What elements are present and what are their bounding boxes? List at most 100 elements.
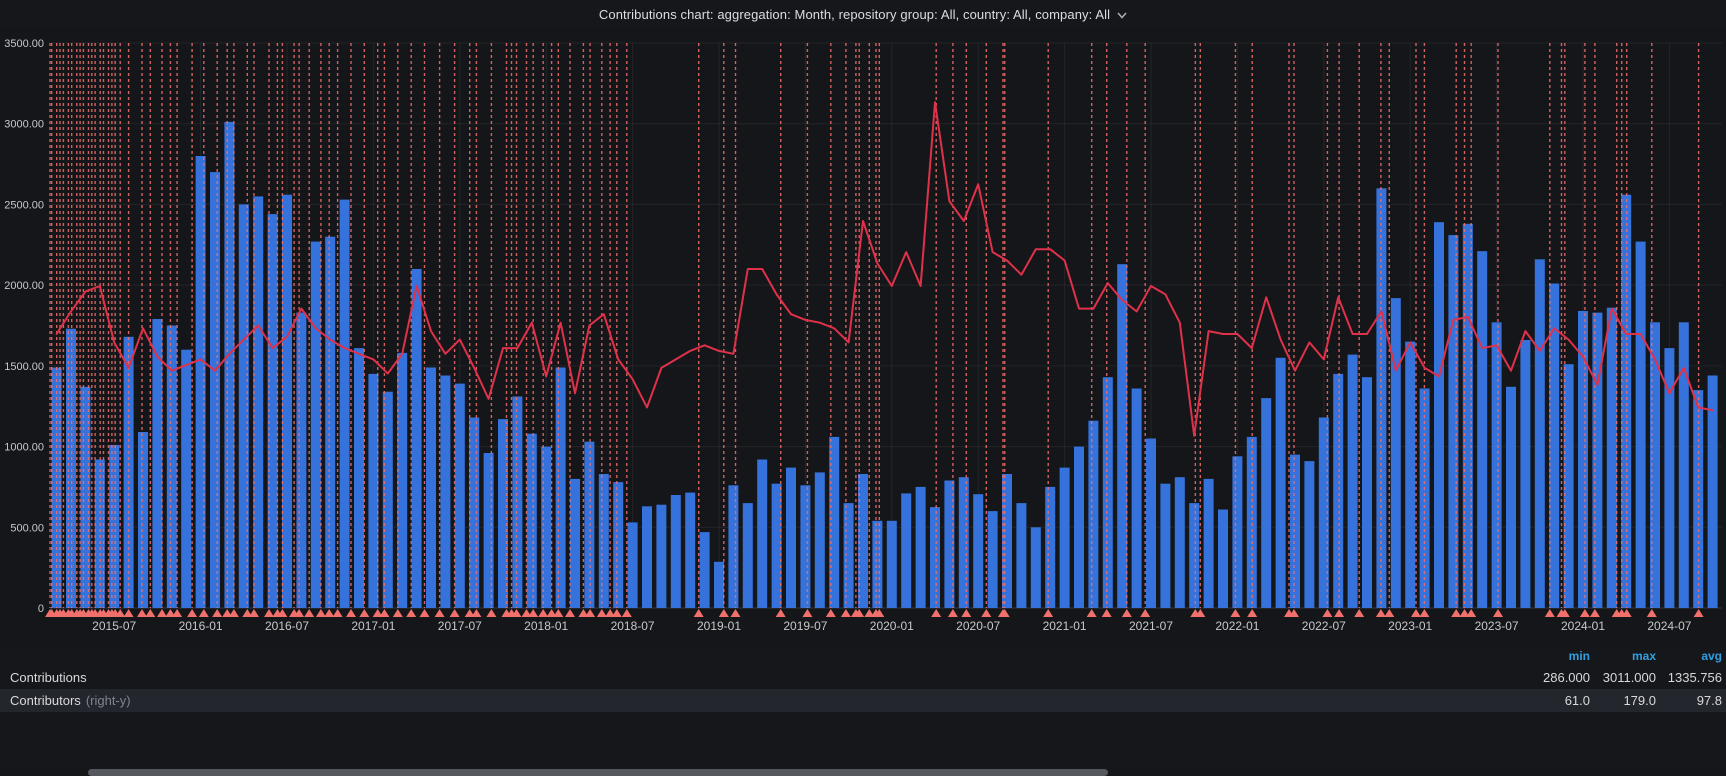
- contribution-bar[interactable]: [1664, 348, 1675, 608]
- panel-title[interactable]: Contributions chart: aggregation: Month,…: [598, 6, 1111, 22]
- annotation-marker-icon[interactable]: [1451, 609, 1462, 617]
- annotation-marker-icon[interactable]: [1693, 609, 1704, 617]
- contribution-bar[interactable]: [1318, 417, 1329, 609]
- contribution-bar[interactable]: [1232, 456, 1243, 608]
- contribution-bar[interactable]: [973, 494, 984, 608]
- annotation-marker-icon[interactable]: [693, 609, 704, 617]
- annotation-marker-icon[interactable]: [212, 609, 223, 617]
- contribution-bar[interactable]: [930, 507, 940, 608]
- contribution-bar[interactable]: [742, 503, 753, 608]
- contribution-bar[interactable]: [152, 319, 163, 608]
- annotation-marker-icon[interactable]: [718, 609, 729, 617]
- annotation-marker-icon[interactable]: [730, 609, 741, 617]
- contribution-bar[interactable]: [1506, 386, 1516, 608]
- annotation-marker-icon[interactable]: [249, 609, 259, 617]
- contribution-bar[interactable]: [829, 436, 840, 608]
- contribution-bar[interactable]: [1189, 503, 1200, 608]
- contribution-bar[interactable]: [166, 325, 177, 609]
- annotation-marker-icon[interactable]: [294, 609, 305, 617]
- contribution-bar[interactable]: [1030, 527, 1041, 608]
- contribution-bar[interactable]: [512, 396, 523, 609]
- annotation-marker-icon[interactable]: [264, 609, 274, 617]
- legend-sort-avg[interactable]: avg: [1701, 649, 1722, 663]
- annotation-marker-icon[interactable]: [242, 609, 253, 617]
- contribution-bar[interactable]: [901, 493, 912, 608]
- legend-sort-max[interactable]: max: [1631, 649, 1656, 663]
- contribution-bar[interactable]: [181, 349, 192, 608]
- annotation-marker-icon[interactable]: [115, 609, 126, 617]
- annotation-marker-icon[interactable]: [315, 609, 326, 617]
- annotation-marker-icon[interactable]: [864, 609, 875, 617]
- contribution-bar[interactable]: [1290, 454, 1300, 608]
- annotation-marker-icon[interactable]: [1466, 609, 1477, 617]
- annotation-marker-icon[interactable]: [1354, 609, 1365, 617]
- contribution-bar[interactable]: [1462, 223, 1473, 609]
- contribution-bar[interactable]: [1578, 311, 1588, 608]
- contribution-bar[interactable]: [1390, 298, 1401, 608]
- contribution-bar[interactable]: [1434, 222, 1444, 608]
- contribution-bar[interactable]: [282, 194, 292, 608]
- annotation-marker-icon[interactable]: [172, 609, 183, 617]
- annotation-marker-icon[interactable]: [123, 609, 134, 617]
- contribution-bar[interactable]: [958, 477, 969, 608]
- contribution-bar[interactable]: [1534, 259, 1545, 608]
- annotation-marker-icon[interactable]: [1579, 609, 1590, 617]
- annotation-marker-icon[interactable]: [157, 609, 167, 617]
- annotation-marker-icon[interactable]: [434, 609, 445, 617]
- contribution-bar[interactable]: [368, 373, 379, 608]
- contribution-bar[interactable]: [66, 328, 76, 608]
- contribution-bar[interactable]: [1549, 283, 1560, 609]
- contribution-bar[interactable]: [555, 367, 566, 609]
- contribution-bar[interactable]: [771, 483, 782, 608]
- annotation-marker-icon[interactable]: [511, 609, 522, 617]
- annotation-marker-icon[interactable]: [528, 609, 539, 617]
- contribution-bar[interactable]: [656, 504, 667, 608]
- contribution-bar[interactable]: [1304, 461, 1315, 608]
- annotation-marker-icon[interactable]: [392, 609, 403, 617]
- annotation-marker-icon[interactable]: [854, 609, 865, 617]
- annotation-marker-icon[interactable]: [187, 609, 198, 617]
- contribution-bar[interactable]: [642, 506, 652, 608]
- contribution-bar[interactable]: [210, 172, 220, 608]
- annotation-marker-icon[interactable]: [802, 609, 813, 617]
- annotation-marker-icon[interactable]: [137, 609, 147, 617]
- contribution-bar[interactable]: [253, 196, 264, 608]
- annotation-marker-icon[interactable]: [1544, 609, 1555, 617]
- contribution-bar[interactable]: [1174, 477, 1185, 608]
- annotation-marker-icon[interactable]: [1411, 609, 1421, 617]
- contribution-bar[interactable]: [94, 459, 105, 609]
- contribution-bar[interactable]: [267, 214, 278, 608]
- annotation-marker-icon[interactable]: [406, 609, 417, 617]
- contribution-bar[interactable]: [1635, 241, 1646, 608]
- contribution-bar[interactable]: [1477, 251, 1488, 608]
- annotation-marker-icon[interactable]: [999, 609, 1010, 617]
- contribution-bar[interactable]: [1146, 438, 1156, 609]
- annotation-marker-icon[interactable]: [1559, 609, 1570, 617]
- annotation-marker-icon[interactable]: [947, 609, 958, 617]
- legend-sort-min[interactable]: min: [1568, 649, 1590, 663]
- annotation-marker-icon[interactable]: [165, 609, 176, 617]
- annotation-marker-icon[interactable]: [222, 609, 233, 617]
- contribution-bar[interactable]: [498, 419, 508, 608]
- contribution-bar[interactable]: [1246, 436, 1257, 608]
- annotation-marker-icon[interactable]: [578, 609, 589, 617]
- annotation-marker-icon[interactable]: [1493, 609, 1503, 617]
- contribution-bar[interactable]: [1074, 446, 1084, 608]
- annotation-marker-icon[interactable]: [1322, 609, 1333, 617]
- contribution-bar[interactable]: [80, 386, 91, 608]
- contribution-bar[interactable]: [757, 459, 768, 609]
- annotation-marker-icon[interactable]: [1646, 609, 1657, 617]
- annotation-marker-icon[interactable]: [1621, 609, 1632, 617]
- annotation-marker-icon[interactable]: [840, 609, 851, 617]
- contribution-bar[interactable]: [1491, 322, 1502, 608]
- annotation-marker-icon[interactable]: [981, 609, 992, 617]
- contribution-bar[interactable]: [1362, 377, 1372, 608]
- contribution-bar[interactable]: [1621, 194, 1632, 608]
- annotation-marker-icon[interactable]: [471, 609, 482, 617]
- annotation-marker-icon[interactable]: [1419, 609, 1430, 617]
- annotation-marker-icon[interactable]: [277, 609, 288, 617]
- annotation-marker-icon[interactable]: [379, 609, 390, 617]
- annotation-marker-icon[interactable]: [1101, 609, 1112, 617]
- annotation-marker-icon[interactable]: [931, 609, 942, 617]
- annotation-marker-icon[interactable]: [521, 609, 532, 617]
